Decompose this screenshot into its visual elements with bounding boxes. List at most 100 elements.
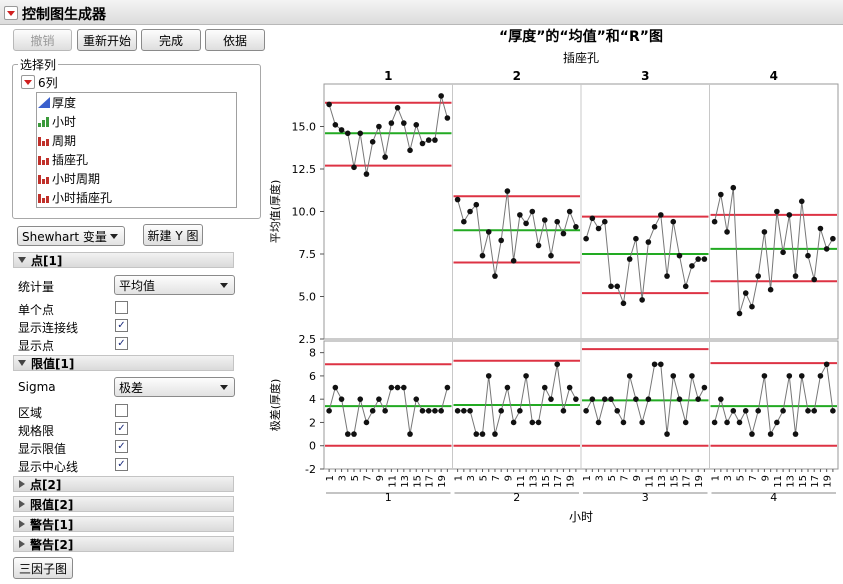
show-limits-checkbox[interactable]: ✓	[115, 440, 128, 453]
select-columns-group	[12, 64, 261, 219]
column-item-period[interactable]: 周期	[37, 131, 236, 150]
range-chart-data-point	[595, 419, 602, 426]
mean-chart-data-point	[332, 122, 339, 128]
sigma-label: Sigma	[18, 380, 56, 394]
mean-chart-data-point	[595, 225, 602, 232]
spec-limits-checkbox[interactable]: ✓	[115, 422, 128, 435]
range-chart-data-point	[363, 419, 370, 426]
show-centerline-checkbox[interactable]: ✓	[115, 458, 128, 471]
range-chart-data-point	[332, 384, 339, 391]
column-label: 小时插座孔	[52, 191, 113, 205]
mean-chart-ylabel: 平均值(厚度)	[268, 180, 282, 244]
three-way-chart-button[interactable]: 三因子图	[13, 557, 73, 579]
mean-chart-data-point	[633, 235, 639, 242]
new-y-chart-button[interactable]: 新建 Y 图	[143, 224, 203, 246]
limits1-section-header[interactable]: 限值[1]	[13, 355, 234, 371]
range-chart-data-point	[388, 384, 395, 391]
column-item-hour-socket[interactable]: 小时插座孔	[37, 188, 236, 207]
mean-chart-ytick-label: 10.0	[292, 206, 317, 219]
mean-chart-data-point	[718, 191, 724, 198]
mean-chart-data-point	[535, 242, 542, 249]
range-chart-data-point	[676, 396, 683, 402]
x-tick-label: 3	[723, 475, 734, 481]
range-chart-ytick-label: 2	[309, 416, 316, 429]
mean-chart-data-point	[388, 120, 395, 126]
range-chart-data-point	[639, 419, 645, 426]
mean-chart-data-point	[830, 235, 836, 242]
show-points-checkbox[interactable]: ✓	[115, 337, 128, 350]
range-chart-data-point	[541, 384, 548, 391]
mean-chart-data-point	[651, 224, 658, 230]
done-button[interactable]: 完成	[141, 29, 201, 51]
mean-chart-data-point	[467, 208, 473, 215]
connect-line-checkbox[interactable]: ✓	[115, 319, 128, 332]
mean-chart-data-point	[425, 137, 432, 143]
x-tick-label: 7	[362, 475, 373, 481]
warnings2-section-header[interactable]: 警告[2]	[13, 536, 234, 552]
range-chart-data-point	[535, 419, 542, 426]
column-item-hour-period[interactable]: 小时周期	[37, 169, 236, 188]
column-item-thickness[interactable]: 厚度	[37, 93, 236, 112]
individual-points-checkbox[interactable]	[115, 301, 128, 314]
mean-chart-data-point	[351, 164, 357, 171]
range-chart-data-point	[382, 408, 388, 414]
continuous-icon	[38, 97, 50, 108]
mean-chart-data-point	[510, 258, 517, 264]
mean-chart-data-point	[401, 120, 407, 126]
show-points-label: 显示点	[18, 339, 55, 353]
zones-checkbox[interactable]	[115, 404, 128, 417]
column-item-socket[interactable]: 插座孔	[37, 150, 236, 169]
mean-chart-data-point	[560, 230, 567, 237]
mean-chart-data-point	[620, 300, 627, 307]
x-tick-label: 3	[466, 475, 477, 481]
mean-chart-data-point	[664, 273, 670, 279]
by-button[interactable]: 依据	[205, 29, 265, 51]
mean-chart-data-point	[548, 252, 554, 259]
columns-menu-icon[interactable]	[21, 75, 35, 89]
range-chart-data-point	[633, 396, 639, 402]
range-chart-data-point	[620, 419, 627, 426]
mean-chart-data-point	[689, 263, 695, 269]
mean-chart-data-point	[369, 139, 376, 145]
mean-chart-data-point	[805, 252, 811, 259]
mean-chart-data-point	[376, 123, 382, 130]
column-label: 周期	[52, 134, 77, 148]
mean-chart-data-point	[724, 229, 730, 235]
x-tick-label: 7	[619, 475, 630, 481]
mean-chart-data-point	[382, 154, 388, 160]
chevron-down-icon	[220, 385, 228, 390]
red-triangle-menu-icon[interactable]	[4, 6, 18, 20]
x-tick-label: 13	[528, 475, 539, 488]
points2-section-header[interactable]: 点[2]	[13, 476, 234, 492]
range-chart-data-point	[755, 408, 761, 414]
range-chart-data-point	[523, 373, 529, 379]
range-chart-data-point	[711, 419, 718, 426]
range-chart-data-point	[401, 384, 407, 391]
disclosure-open-icon	[18, 360, 26, 366]
column-item-hour[interactable]: 小时	[37, 112, 236, 131]
mean-chart-data-point	[363, 171, 370, 177]
columns-list[interactable]: 厚度 小时 周期 插座孔 小时周期 小时插座孔	[36, 92, 237, 208]
undo-button[interactable]: 撤销	[13, 29, 72, 51]
mean-chart-ytick-label: 7.5	[299, 248, 317, 261]
x-tick-label: 11	[644, 475, 655, 488]
restart-button[interactable]: 重新开始	[77, 29, 137, 51]
mean-chart-data-point	[413, 122, 420, 128]
statistic-combo[interactable]: 平均值	[114, 275, 235, 295]
warnings1-section-header[interactable]: 警告[1]	[13, 516, 234, 532]
range-chart-data-point	[432, 408, 438, 414]
section-title: 点[2]	[30, 477, 62, 492]
points1-section-header[interactable]: 点[1]	[13, 252, 234, 268]
range-chart-data-point	[724, 419, 730, 426]
x-tick-label: 7	[748, 475, 759, 481]
limits2-section-header[interactable]: 限值[2]	[13, 496, 234, 512]
range-chart-data-point	[651, 361, 658, 368]
chart-type-combo[interactable]: Shewhart 变量	[17, 226, 125, 246]
x-tick-label: 19	[566, 475, 577, 488]
mean-chart-data-point	[479, 252, 486, 259]
disclosure-closed-icon	[19, 500, 25, 508]
mean-chart-data-point	[798, 198, 805, 205]
sigma-combo[interactable]: 极差	[114, 377, 235, 397]
column-label: 小时	[52, 115, 77, 129]
mean-chart-data-point	[529, 208, 536, 215]
